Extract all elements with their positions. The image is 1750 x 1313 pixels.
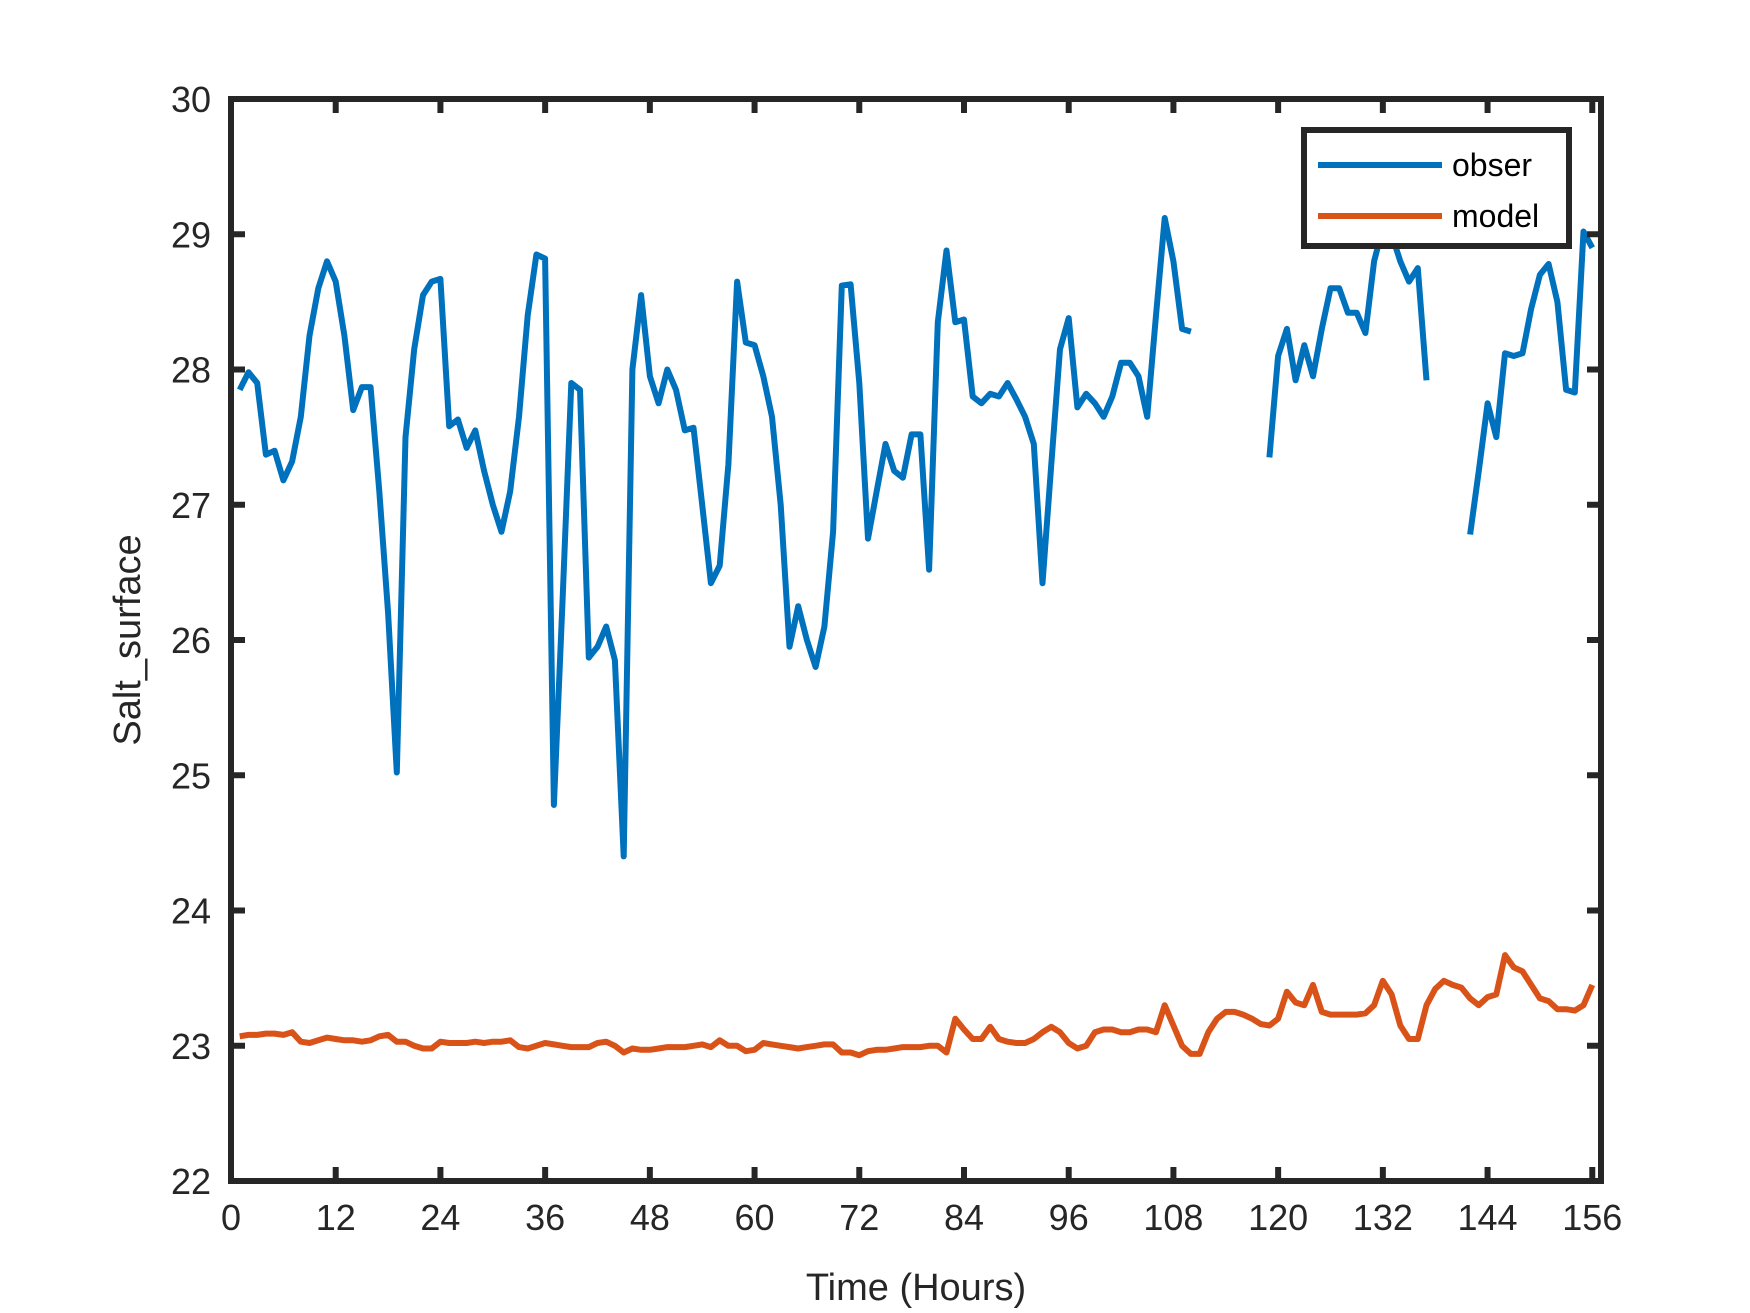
series-line-model (239, 952, 1596, 1059)
series-line-obser (237, 215, 1192, 860)
x-tick-label: 36 (525, 1197, 565, 1238)
x-axis-title: Time (Hours) (806, 1267, 1026, 1309)
y-tick-label: 29 (171, 214, 211, 255)
x-tick-label: 96 (1049, 1197, 1089, 1238)
y-tick-label: 27 (171, 485, 211, 526)
series-line-obser (1467, 228, 1595, 535)
series-line-obser (1266, 224, 1430, 458)
x-tick-label: 0 (221, 1197, 241, 1238)
y-tick-label: 30 (171, 79, 211, 120)
y-tick-label: 25 (171, 755, 211, 796)
x-tick-label: 144 (1458, 1197, 1518, 1238)
x-tick-label: 84 (944, 1197, 984, 1238)
legend-box (1301, 127, 1572, 249)
x-tick-label: 48 (630, 1197, 670, 1238)
x-tick-label: 108 (1143, 1197, 1203, 1238)
y-tick-label: 26 (171, 620, 211, 661)
x-tick-label: 12 (316, 1197, 356, 1238)
x-tick-label: 60 (735, 1197, 775, 1238)
legend: obser model (1301, 127, 1572, 249)
x-tick-label: 72 (839, 1197, 879, 1238)
y-tick-label: 22 (171, 1161, 211, 1202)
legend-label-obser: obser (1452, 147, 1532, 183)
legend-label-model: model (1452, 198, 1539, 234)
x-tick-label: 132 (1353, 1197, 1413, 1238)
y-tick-label: 28 (171, 350, 211, 391)
x-tick-label: 24 (420, 1197, 460, 1238)
x-tick-label: 156 (1562, 1197, 1622, 1238)
y-tick-label: 23 (171, 1026, 211, 1067)
y-tick-label: 24 (171, 891, 211, 932)
x-tick-label: 120 (1248, 1197, 1308, 1238)
series-layer (237, 215, 1596, 1059)
ticks-layer: 0 12 24 36 48 60 72 84 96 108 120 132 144 156 22 23 24 25… (171, 79, 1622, 1238)
y-axis-title: Salt_surface (107, 534, 149, 745)
